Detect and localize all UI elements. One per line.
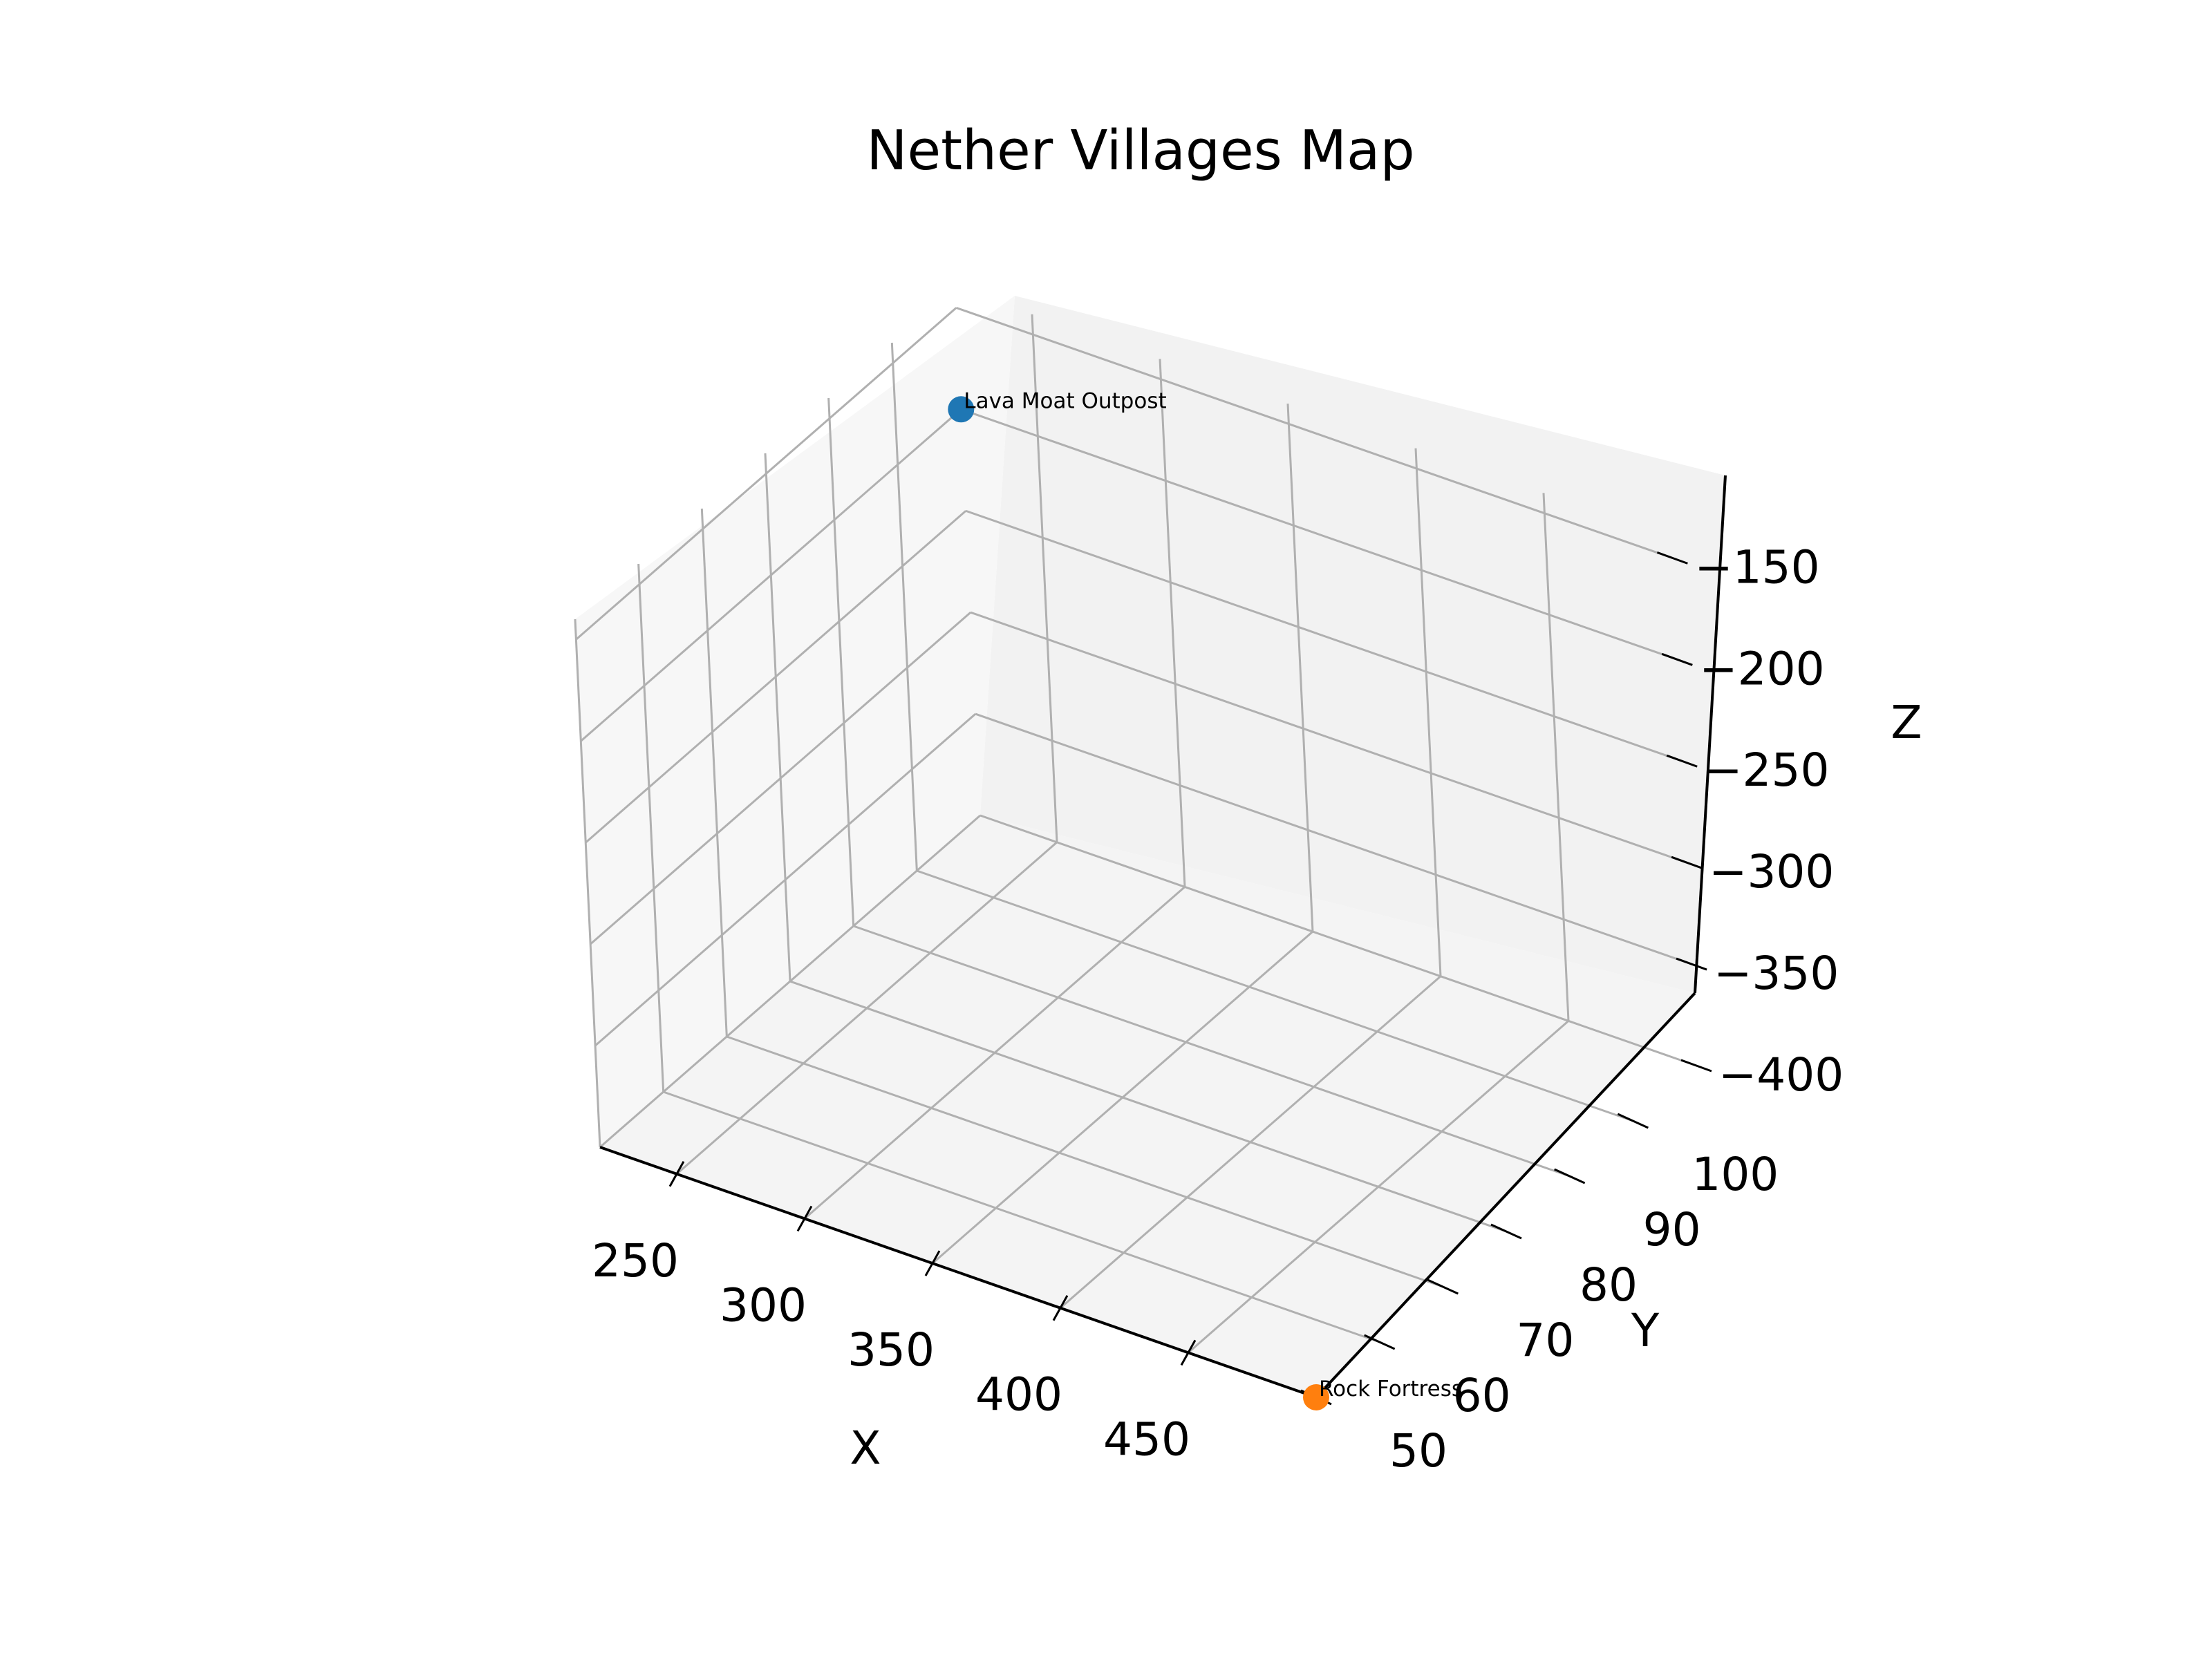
data-point-label: Rock Fortress [1319,1377,1463,1401]
grid-line-z-back [970,611,1687,864]
grid-line-y-floor [789,980,1507,1233]
grid-line-z-side [585,510,967,844]
y-tick-mark [1490,1223,1522,1240]
data-points: Lava Moat Outpost Rock Fortress [948,388,1463,1410]
grid-line-y-side [700,508,728,1037]
grid-line-y-floor [916,869,1633,1122]
z-tick-label: −200 [1699,642,1824,695]
z-tick-mark [1656,551,1688,565]
z-axis-line [1694,475,1727,994]
grid-line-x-back [1542,493,1570,1021]
x-tick-mark [668,1161,685,1187]
z-tick-label: −300 [1709,845,1834,898]
grid-line-y-floor [663,1090,1380,1343]
y-tick-label: 60 [1453,1369,1511,1422]
grid-line-y-side [764,453,791,982]
z-tick-label: −400 [1718,1048,1844,1102]
chart-title: Nether Villages Map [866,119,1414,182]
x-tick-mark [924,1250,941,1276]
y-tick-label: 80 [1580,1258,1638,1312]
data-point-label: Lava Moat Outpost [964,388,1166,413]
grid-line-z-back [960,408,1678,661]
x-axis-line [599,1146,1317,1399]
grid-line-y-floor [853,925,1571,1178]
grid-line-y-floor [726,1035,1443,1288]
x-tick-label: 250 [592,1234,679,1287]
grid-line-z-side [580,408,962,742]
z-tick-mark [1666,754,1698,768]
x-tick-mark [1180,1339,1197,1366]
grid-line-z-back [980,814,1697,1067]
data-point-marker [1303,1384,1329,1410]
y-tick-mark [1364,1334,1396,1350]
back-pane [980,296,1725,993]
grid-line-z-back [975,712,1692,965]
x-tick-mark [796,1205,813,1232]
axis-lines [599,475,1727,1399]
x-tick-mark [1052,1294,1069,1321]
grid-line-z-back [955,306,1673,559]
side-pane [575,296,1015,1147]
x-axis-label: X [850,1422,881,1475]
grid-line-y-side [827,397,855,927]
grid-line-z-side [594,712,977,1047]
grid-line-x-back [1031,314,1058,842]
y-tick-mark [1427,1278,1459,1295]
y-tick-label: 50 [1389,1424,1447,1477]
grid-line-z-side [575,307,957,641]
grid-line-z-side [599,814,981,1149]
data-point-marker [948,396,975,423]
y-tick-label: 70 [1516,1314,1574,1367]
grid-line-y-side [637,563,665,1093]
y-tick-label: 100 [1691,1148,1779,1201]
grid-line-z-side [590,612,972,945]
grid-line-x-back [1414,448,1442,976]
z-tick-mark [1676,957,1707,971]
y-tick-mark [1617,1113,1649,1129]
x-tick-label: 300 [720,1278,807,1332]
z-axis-label: Z [1891,696,1922,749]
z-tick-label: −150 [1694,540,1819,594]
x-tick-label: 400 [975,1368,1062,1422]
grid-line-z-back [965,509,1683,762]
z-tick-label: −250 [1704,744,1829,797]
y-axis-line [1315,992,1696,1399]
z-tick-mark [1661,652,1693,666]
grid-line-y-side [574,618,601,1148]
z-tick-mark [1671,856,1703,869]
y-tick-mark [1554,1168,1586,1184]
x-tick-label: 450 [1103,1413,1190,1466]
grid-line-x-back [1286,404,1314,932]
x-tick-label: 350 [847,1323,935,1377]
y-tick-label: 90 [1643,1203,1701,1256]
z-tick-mark [1680,1059,1712,1073]
z-tick-label: −350 [1714,947,1839,1000]
y-axis-label: Y [1631,1304,1660,1357]
grid-line-y-side [890,342,918,871]
grid-line-x-back [1159,359,1186,887]
